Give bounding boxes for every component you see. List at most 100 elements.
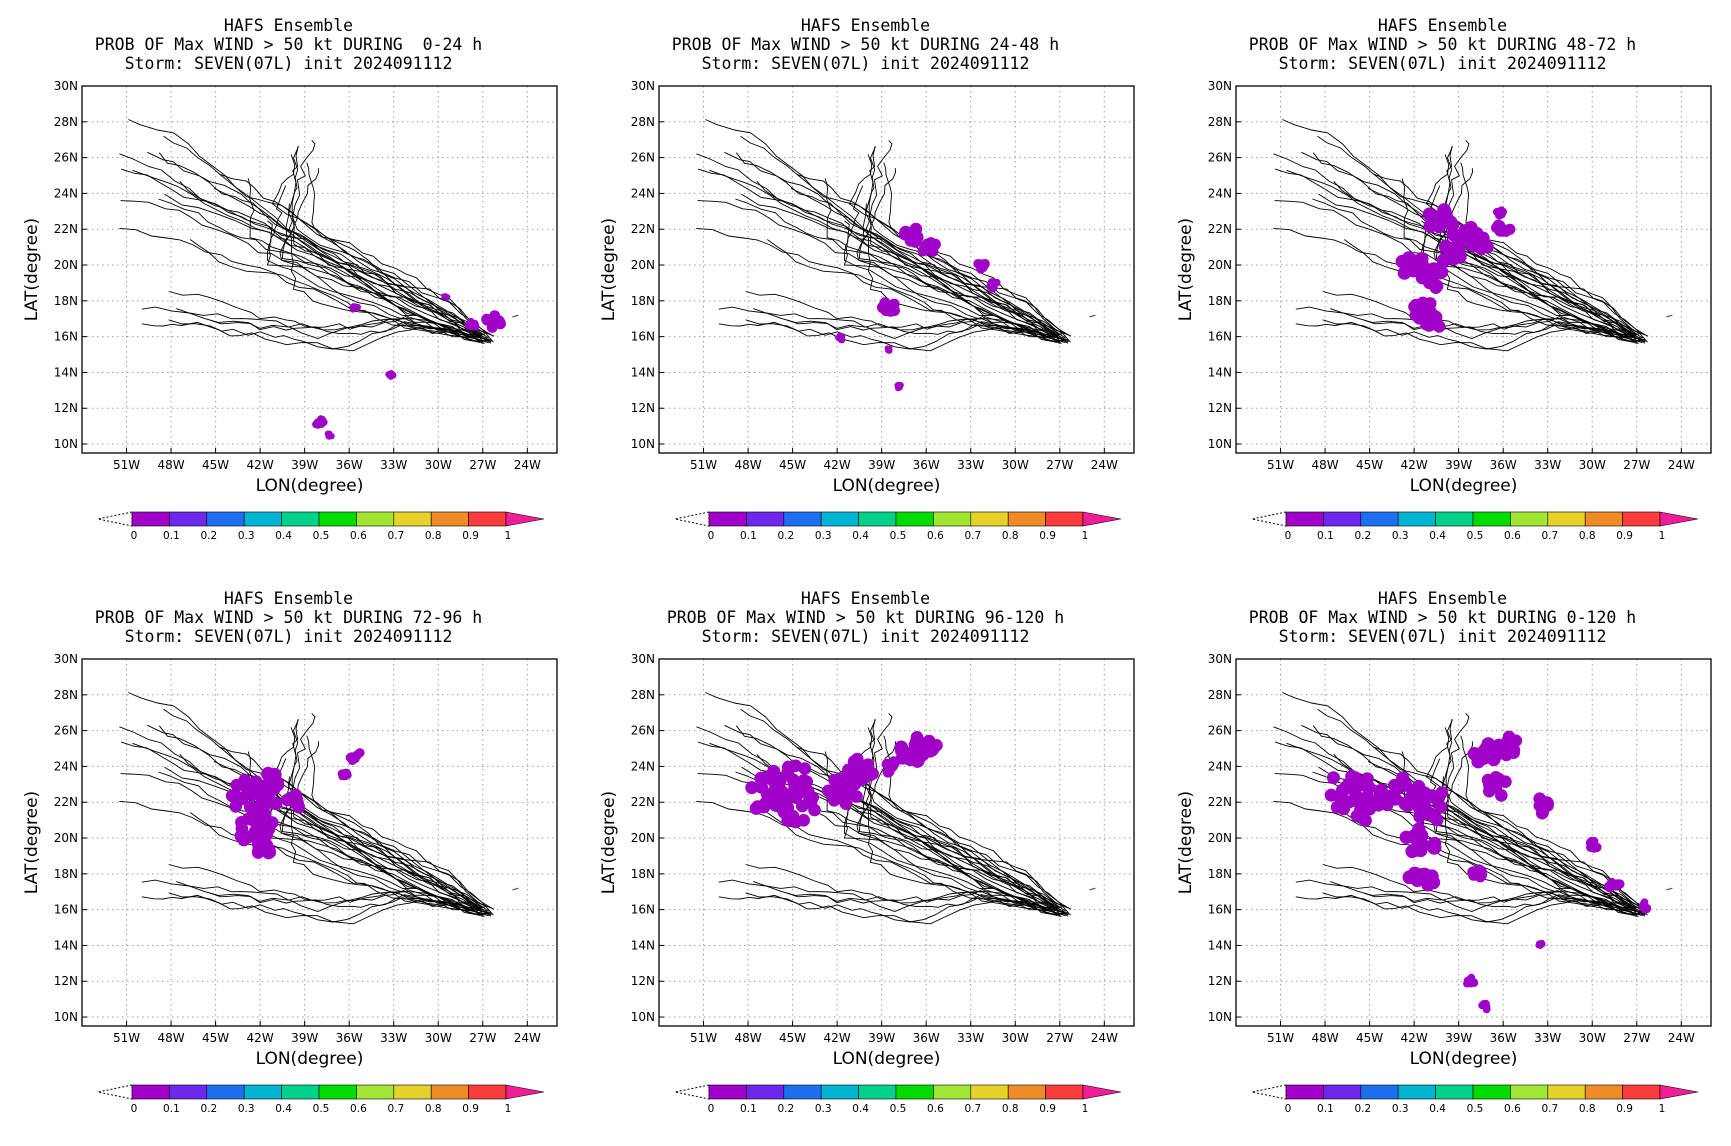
colorbar-label: 1: [1082, 1103, 1089, 1115]
track-line: [141, 894, 490, 925]
prob-cell: [1359, 814, 1372, 827]
track-line: [709, 169, 1070, 336]
colorbar-label: 0.6: [350, 530, 367, 542]
prob-cell: [1401, 798, 1415, 812]
prob-cell: [269, 797, 283, 811]
track-line: [306, 162, 482, 340]
y-tick-label: 18N: [54, 294, 78, 308]
grid: [1236, 658, 1711, 1026]
colorbar-segment: [430, 511, 469, 527]
panel-storm-line: Storm: SEVEN(07L) init 2024091112: [1278, 627, 1607, 646]
prob-cell: [1442, 250, 1457, 265]
track-line: [119, 153, 485, 335]
y-tick-label: 14N: [54, 938, 78, 952]
colorbar-under-arrow: [674, 511, 710, 527]
colorbar-label: 0.4: [275, 1103, 292, 1115]
storm-marker: [512, 887, 519, 891]
colorbar-segment: [169, 511, 208, 527]
colorbar-segment: [1584, 1084, 1623, 1100]
y-tick-label: 28N: [54, 115, 78, 129]
prob-cell: [1604, 881, 1614, 892]
x-tick-label: 42W: [247, 458, 274, 472]
probability-shading: [225, 748, 365, 860]
y-axis-label: LAT(degree): [1176, 218, 1196, 321]
y-tick-label: 28N: [631, 115, 655, 129]
panel-storm-line: Storm: SEVEN(07L) init 2024091112: [124, 627, 453, 646]
prob-cell: [1481, 240, 1494, 254]
prob-cell: [1611, 881, 1621, 891]
track-line: [179, 754, 491, 908]
y-tick-label: 24N: [631, 186, 655, 200]
x-tick-label: 36W: [336, 1031, 363, 1045]
y-tick-label: 26N: [631, 724, 655, 738]
track-line: [132, 742, 493, 909]
x-tick-label: 27W: [1046, 1031, 1073, 1045]
prob-cell: [1334, 788, 1348, 802]
x-tick-label: 51W: [1267, 458, 1294, 472]
colorbar-label: 0.3: [815, 1103, 832, 1115]
colorbar-segment: [281, 1084, 320, 1100]
track-line: [718, 894, 1067, 925]
y-axis-label: LAT(degree): [599, 218, 619, 321]
prob-cell: [803, 794, 816, 807]
track-line: [120, 168, 482, 334]
colorbar-label: 0.2: [200, 530, 217, 542]
panel-24-48h: HAFS Ensemble PROB OF Max WIND > 50 kt D…: [577, 0, 1154, 573]
x-tick-label: 45W: [1356, 458, 1383, 472]
x-tick-label: 24W: [514, 1031, 541, 1045]
prob-cell: [250, 777, 264, 791]
colorbar-segment: [858, 1084, 897, 1100]
track-line: [1295, 879, 1632, 916]
prob-cell: [909, 235, 922, 248]
storm-marker: [1089, 314, 1096, 318]
x-tick-label: 42W: [824, 1031, 851, 1045]
prob-cell: [1353, 792, 1367, 806]
prob-cell: [288, 795, 301, 809]
prob-cell: [1438, 239, 1453, 254]
track-line: [697, 168, 1059, 334]
track-line: [1286, 742, 1647, 909]
axis-ticks: 51W 48W 45W 42W 39W 36W 33W 30W 27W 24W 10N 12N 14N 1…: [631, 652, 1118, 1045]
prob-cell: [343, 769, 352, 778]
colorbar-label: 0.7: [387, 530, 404, 542]
colorbar-segment: [1622, 1084, 1661, 1100]
y-tick-label: 26N: [54, 151, 78, 165]
y-tick-label: 24N: [54, 759, 78, 773]
x-tick-label: 27W: [469, 458, 496, 472]
prob-cell: [786, 809, 800, 823]
track-line: [705, 119, 1069, 341]
x-tick-label: 30W: [425, 1031, 452, 1045]
colorbar-segment: [318, 1084, 357, 1100]
colorbar-label: 0.8: [1002, 1103, 1019, 1115]
track-line: [718, 879, 1055, 916]
y-tick-label: 18N: [1208, 294, 1232, 308]
x-tick-label: 45W: [779, 1031, 806, 1045]
track-line: [1274, 741, 1636, 907]
prob-cell: [235, 816, 248, 829]
track-line: [844, 793, 1058, 910]
y-tick-label: 10N: [1208, 437, 1232, 451]
y-tick-label: 30N: [631, 79, 655, 93]
x-tick-label: 24W: [1668, 1031, 1695, 1045]
track-line: [132, 169, 493, 336]
track-line: [1333, 181, 1645, 335]
track-line: [189, 239, 483, 338]
prob-cell: [846, 767, 859, 780]
track-line: [119, 726, 485, 908]
y-tick-label: 16N: [631, 903, 655, 917]
y-tick-label: 10N: [1208, 1010, 1232, 1024]
prob-cell: [988, 280, 997, 288]
panel-0-120h: HAFS Ensemble PROB OF Max WIND > 50 kt D…: [1154, 573, 1731, 1146]
track-line: [869, 713, 1065, 912]
track-line: [247, 178, 479, 340]
prob-cell: [1416, 266, 1430, 279]
y-tick-label: 30N: [54, 652, 78, 666]
panel-title: HAFS Ensemble: [1377, 589, 1508, 608]
colorbar-label: 0.1: [163, 1103, 180, 1115]
colorbar-segment: [933, 1084, 972, 1100]
track-line: [120, 200, 492, 343]
panel-48-72h: HAFS Ensemble PROB OF Max WIND > 50 kt D…: [1154, 0, 1731, 573]
prob-cell: [1413, 810, 1426, 824]
prob-cell: [879, 297, 891, 309]
colorbar-label: 0.1: [163, 530, 180, 542]
